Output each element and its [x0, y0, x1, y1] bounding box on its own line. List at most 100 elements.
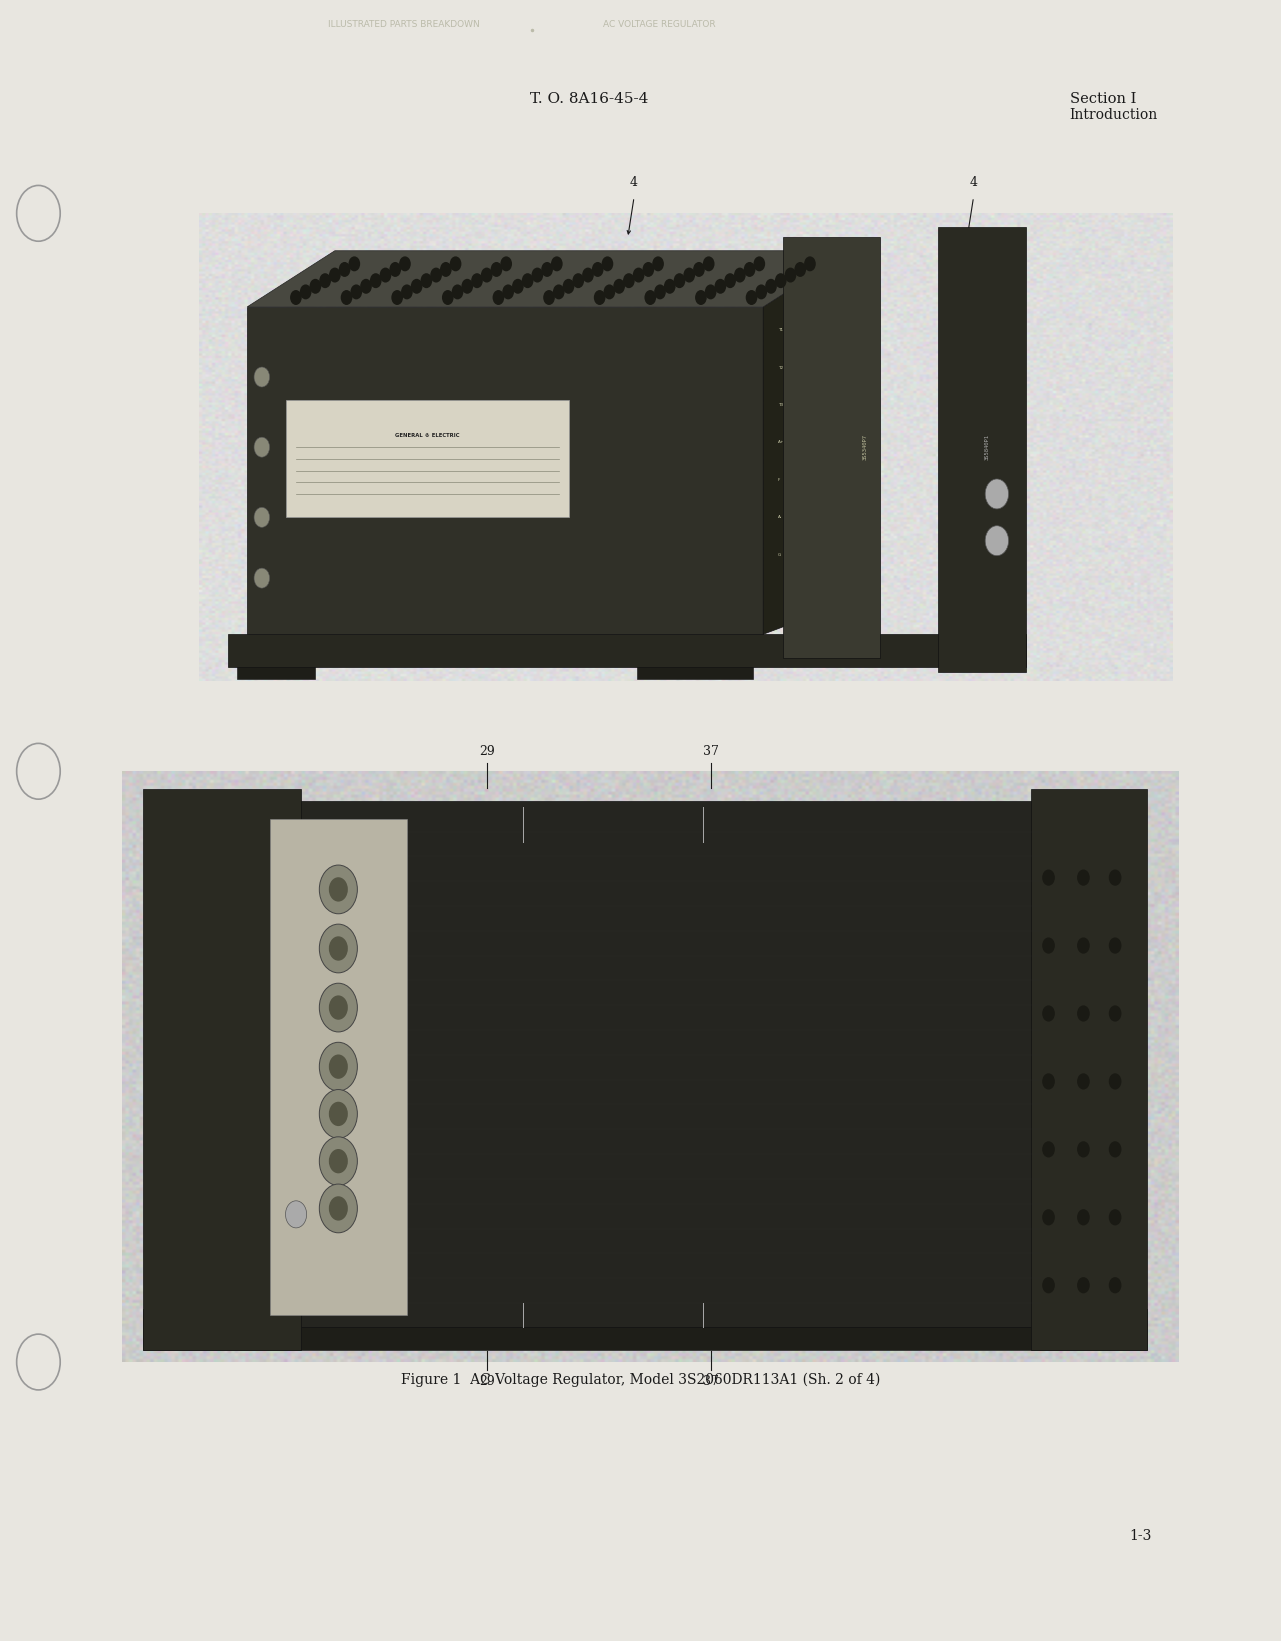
Circle shape [254, 568, 269, 587]
Circle shape [715, 279, 726, 294]
Circle shape [1043, 937, 1054, 953]
Circle shape [439, 263, 452, 277]
Polygon shape [247, 251, 851, 307]
Circle shape [391, 290, 404, 305]
Text: 10: 10 [164, 1227, 179, 1241]
Circle shape [1109, 937, 1121, 953]
Text: 4: 4 [970, 176, 977, 189]
Circle shape [1043, 1006, 1054, 1022]
Circle shape [794, 263, 806, 277]
Circle shape [542, 263, 553, 277]
Circle shape [573, 272, 584, 289]
Circle shape [521, 272, 533, 289]
Polygon shape [1030, 789, 1146, 1351]
Circle shape [614, 279, 625, 294]
Circle shape [442, 290, 453, 305]
Circle shape [765, 279, 776, 294]
Circle shape [1109, 1277, 1121, 1293]
Circle shape [775, 272, 787, 289]
Circle shape [1109, 1073, 1121, 1090]
Circle shape [594, 290, 606, 305]
Circle shape [351, 284, 363, 299]
Circle shape [254, 437, 269, 458]
Circle shape [1077, 1140, 1090, 1157]
Circle shape [655, 284, 666, 299]
Circle shape [1043, 1140, 1054, 1157]
Polygon shape [143, 1310, 1146, 1351]
Circle shape [329, 267, 341, 282]
Circle shape [319, 1137, 357, 1185]
Text: 29: 29 [479, 1375, 494, 1388]
Text: 11: 11 [164, 1180, 179, 1193]
Circle shape [753, 256, 765, 271]
Circle shape [652, 256, 664, 271]
Circle shape [1043, 1073, 1054, 1090]
Circle shape [310, 279, 322, 294]
Circle shape [1077, 870, 1090, 886]
Polygon shape [270, 819, 407, 1314]
Circle shape [319, 1042, 357, 1091]
Circle shape [319, 272, 330, 289]
Circle shape [644, 290, 656, 305]
Circle shape [338, 263, 351, 277]
Circle shape [254, 368, 269, 387]
Circle shape [1109, 1140, 1121, 1157]
Circle shape [502, 284, 514, 299]
Circle shape [329, 878, 348, 901]
Circle shape [734, 267, 746, 282]
Circle shape [683, 267, 696, 282]
Text: T. O. 8A16-45-4: T. O. 8A16-45-4 [530, 92, 648, 107]
Circle shape [450, 256, 461, 271]
Circle shape [379, 267, 391, 282]
Circle shape [420, 272, 432, 289]
Circle shape [1077, 1209, 1090, 1226]
Polygon shape [143, 789, 301, 1351]
Circle shape [493, 290, 505, 305]
Text: 1-3: 1-3 [1129, 1528, 1152, 1543]
FancyBboxPatch shape [637, 650, 753, 679]
Circle shape [329, 1055, 348, 1078]
Circle shape [452, 284, 464, 299]
Circle shape [1043, 1277, 1054, 1293]
Circle shape [562, 279, 574, 294]
Circle shape [703, 256, 715, 271]
Circle shape [674, 272, 685, 289]
Circle shape [360, 279, 371, 294]
Circle shape [401, 284, 412, 299]
Circle shape [286, 1201, 306, 1227]
Circle shape [664, 279, 675, 294]
Circle shape [985, 525, 1008, 556]
Text: 3S5840P1: 3S5840P1 [985, 435, 990, 459]
Text: G: G [778, 553, 781, 556]
Circle shape [471, 272, 483, 289]
Circle shape [1109, 1209, 1121, 1226]
Circle shape [1077, 937, 1090, 953]
FancyBboxPatch shape [237, 650, 315, 679]
Text: 37: 37 [703, 1375, 719, 1388]
Text: ILLUSTRATED PARTS BREAKDOWN: ILLUSTRATED PARTS BREAKDOWN [328, 20, 479, 28]
Circle shape [319, 1185, 357, 1232]
Text: 37: 37 [703, 745, 719, 758]
Circle shape [389, 263, 401, 277]
Text: 29: 29 [479, 745, 494, 758]
Circle shape [1077, 1073, 1090, 1090]
Circle shape [1109, 870, 1121, 886]
Polygon shape [247, 307, 763, 635]
Circle shape [724, 272, 737, 289]
Circle shape [705, 284, 716, 299]
Circle shape [633, 267, 644, 282]
Circle shape [643, 263, 655, 277]
Text: T1: T1 [778, 328, 783, 331]
Circle shape [319, 865, 357, 914]
Circle shape [329, 1101, 348, 1126]
Circle shape [532, 267, 543, 282]
Circle shape [348, 256, 360, 271]
Circle shape [1077, 1277, 1090, 1293]
Circle shape [1109, 1006, 1121, 1022]
Circle shape [603, 284, 615, 299]
Circle shape [1043, 1209, 1054, 1226]
Circle shape [985, 479, 1008, 509]
Text: Figure 1  AC Voltage Regulator, Model 3S2060DR113A1 (Sh. 2 of 4): Figure 1 AC Voltage Regulator, Model 3S2… [401, 1372, 880, 1387]
Circle shape [290, 290, 302, 305]
Circle shape [319, 924, 357, 973]
